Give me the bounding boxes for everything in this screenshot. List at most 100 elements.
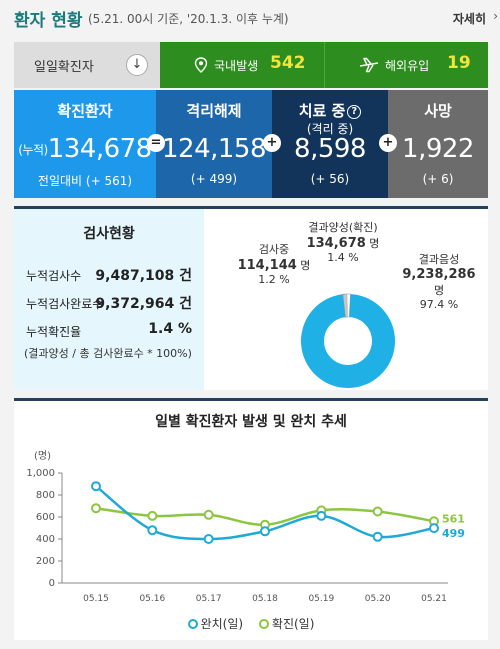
- legend-label: 완치(일): [200, 617, 244, 631]
- treating-delta: (+ 56): [310, 172, 350, 186]
- import-label: 해외유입: [385, 59, 430, 73]
- test-donut-chart: [301, 293, 396, 388]
- x-tick-label: 05.16: [139, 594, 165, 604]
- donut-label-negative: 결과음성 9,238,286 명 97.4 %: [394, 251, 484, 311]
- legend-item-confirmed[interactable]: 확진(일): [258, 615, 315, 632]
- trend-line-chart: (명) 0 200 400 600 800 1,000 05.15 05.16 05.17 05.1…: [26, 450, 465, 604]
- test-title: 검사현황: [83, 226, 135, 242]
- x-tick-label: 05.15: [83, 594, 109, 604]
- more-link[interactable]: 자세히: [452, 12, 486, 26]
- daily-label: 일일확진자: [34, 60, 94, 75]
- treating-value: 8,598: [294, 134, 366, 164]
- x-tick-label: 05.17: [196, 594, 222, 604]
- confirmed-delta: (+ 561): [85, 174, 133, 188]
- test-donut-area: 결과양성(확진) 134,678 명 1.4 % 검사중 114,144 명 1…: [204, 209, 488, 390]
- y-tick-label: 0: [49, 578, 55, 589]
- page-title: 환자 현황: [14, 11, 83, 31]
- legend-marker: [187, 619, 198, 629]
- domestic-box: 국내발생 542: [160, 42, 324, 88]
- treating-sub: (격리 중): [306, 122, 354, 136]
- confirmed-box: 확진환자 (누적)134,678 전일대비 (+ 561): [14, 90, 156, 198]
- positive-unit: 명: [369, 237, 380, 250]
- testing-unit: 명: [300, 259, 311, 272]
- data-point[interactable]: [203, 509, 214, 520]
- donut-label-positive: 결과양성(확진) 134,678 명 1.4 %: [288, 219, 398, 264]
- data-point[interactable]: [372, 506, 383, 517]
- end-value-label: 499: [442, 527, 465, 540]
- y-tick-label: 800: [36, 490, 55, 501]
- help-icon[interactable]: ?: [347, 104, 362, 119]
- negative-unit: 명: [433, 284, 445, 297]
- positive-label: 결과양성(확진): [308, 221, 378, 234]
- trend-legend: 완치(일) 확진(일): [14, 615, 488, 632]
- y-axis-label: (명): [34, 450, 51, 462]
- legend-item-recovered[interactable]: 완치(일): [187, 615, 244, 632]
- negative-label: 결과음성: [418, 253, 460, 266]
- equals-icon: =: [147, 134, 165, 152]
- treating-box: 치료 중? (격리 중) 8,598 (+ 56): [272, 90, 388, 198]
- x-tick-label: 05.21: [421, 594, 447, 604]
- x-tick-label: 05.18: [252, 594, 278, 604]
- data-point[interactable]: [91, 503, 101, 514]
- test-row-value: 9,487,108 건: [95, 268, 192, 284]
- donut-label-testing: 검사중 114,144 명 1.2 %: [234, 241, 314, 286]
- header: 환자 현황 (5.21. 00시 기준, '20.1.3. 이후 누계) 자세히…: [0, 0, 500, 38]
- negative-pct: 97.4 %: [419, 298, 459, 311]
- daily-confirmed-bar: 일일확진자 ↓ 국내발생 542 해외유입 19: [14, 42, 488, 88]
- confirmed-number: (누적)134,678: [14, 134, 156, 164]
- test-row-label: 누적확진율: [26, 325, 82, 339]
- positive-value: 134,678: [306, 236, 366, 251]
- treating-title: 치료 중?: [272, 100, 388, 121]
- released-delta: (+ 499): [190, 172, 238, 186]
- testing-label: 검사중: [258, 243, 290, 256]
- import-box: 해외유입 19: [324, 42, 488, 88]
- y-tick-label: 200: [36, 556, 55, 567]
- airplane-icon: [359, 57, 379, 73]
- deaths-delta: (+ 6): [422, 172, 454, 186]
- test-note: (결과양성 / 총 검사완료수 * 100%): [24, 347, 192, 360]
- test-row-label: 누적검사수: [26, 269, 82, 283]
- plus-icon: +: [263, 134, 281, 152]
- data-point[interactable]: [316, 510, 327, 521]
- data-point[interactable]: [147, 525, 158, 536]
- end-value-label: 561: [442, 512, 465, 525]
- confirmed-delta-line: 전일대비 (+ 561): [14, 172, 156, 189]
- deaths-label: 사망: [424, 102, 452, 120]
- data-point[interactable]: [147, 510, 158, 521]
- data-point[interactable]: [372, 531, 383, 542]
- x-tick-label: 05.20: [365, 594, 391, 604]
- released-label: 격리해제: [186, 102, 242, 120]
- data-point[interactable]: [91, 481, 101, 492]
- test-row-value: 9,372,964 건: [95, 296, 192, 312]
- released-box: 격리해제 124,158 (+ 499): [156, 90, 272, 198]
- import-value: 19: [447, 53, 471, 73]
- testing-pct: 1.2 %: [258, 273, 290, 286]
- y-tick-label: 600: [36, 512, 55, 523]
- legend-label: 확진(일): [271, 617, 315, 631]
- test-status-panel: 검사현황 누적검사수 9,487,108 건 누적검사완료수 9,372,964…: [14, 206, 488, 390]
- deaths-box: 사망 1,922 (+ 6): [388, 90, 488, 198]
- y-tick-label: 400: [36, 534, 55, 545]
- stats-row: 확진환자 (누적)134,678 전일대비 (+ 561) 격리해제 124,1…: [14, 90, 488, 198]
- donut-slice-negative: [301, 294, 396, 388]
- deaths-value: 1,922: [402, 134, 474, 164]
- arrow-down-icon[interactable]: ↓: [126, 54, 148, 76]
- released-value: 124,158: [161, 134, 267, 164]
- chevron-right-icon[interactable]: ›: [493, 9, 498, 23]
- location-pin-icon: [194, 57, 208, 73]
- x-tick-label: 05.19: [308, 594, 334, 604]
- data-point[interactable]: [203, 534, 214, 544]
- confirmed-value: 134,678: [47, 134, 153, 164]
- test-summary: 검사현황 누적검사수 9,487,108 건 누적검사완료수 9,372,964…: [14, 209, 204, 390]
- trend-panel: 일별 확진환자 발생 및 완치 추세 (명) 0 200 400 600 800 1,000…: [14, 398, 488, 640]
- data-point[interactable]: [429, 523, 439, 534]
- negative-value: 9,238,286: [402, 267, 476, 282]
- data-point[interactable]: [260, 526, 270, 537]
- legend-marker: [258, 619, 269, 629]
- confirmed-delta-label: 전일대비: [37, 174, 83, 188]
- trend-title: 일별 확진환자 발생 및 완치 추세: [155, 414, 347, 430]
- plus-icon: +: [379, 134, 397, 152]
- daily-label-box[interactable]: 일일확진자 ↓: [14, 42, 160, 88]
- test-row-label: 누적검사완료수: [26, 297, 104, 311]
- domestic-value: 542: [270, 53, 306, 73]
